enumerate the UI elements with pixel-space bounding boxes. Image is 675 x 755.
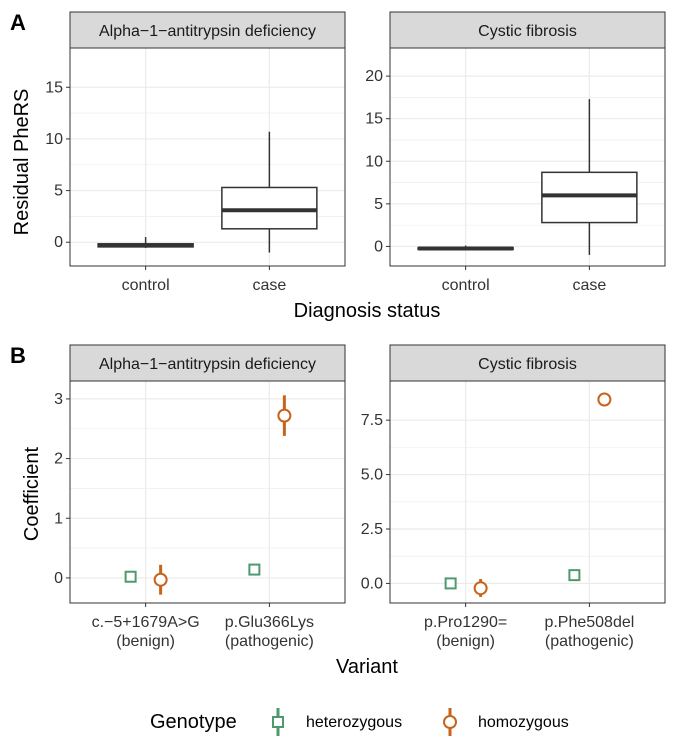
panel-a-y-axis-title: Residual PheRS bbox=[11, 89, 33, 236]
panel-a-facet-2-x-tick-label: control bbox=[442, 277, 490, 294]
panel-a-facet-1-plot-background bbox=[70, 48, 345, 266]
panel-a-facet-2-strip bbox=[389, 11, 666, 49]
panel-b-facet-2-x-tick-label-line2: (benign) bbox=[436, 633, 495, 650]
panel-b-facet-1-y-tick-label: 3 bbox=[54, 391, 63, 408]
panel-b-facet-1-x-tick-label-line1: p.Glu366Lys bbox=[225, 614, 314, 631]
panel-a-facet-1-y-tick-label: 0 bbox=[54, 234, 63, 251]
panel-a-tag: A bbox=[10, 10, 26, 35]
panel-b-facet-1-x-tick-label-line1: c.−5+1679A>G bbox=[92, 614, 200, 631]
panel-b-facet-2-x-tick-label-line1: p.Phe508del bbox=[544, 614, 634, 631]
legend-label-homozygous: homozygous bbox=[478, 714, 569, 731]
panel-b-facet-1-y-tick-label: 1 bbox=[54, 510, 63, 527]
panel-a-x-axis-title: Diagnosis status bbox=[294, 300, 441, 322]
panel-a-facet-2-y-tick-label: 10 bbox=[365, 153, 383, 170]
panel-b-facet-1-point-heterozygous-0 bbox=[124, 570, 137, 583]
panel-b-facet-1-x-tick-label-line2: (benign) bbox=[116, 633, 175, 650]
legend-key-heterozygous-square bbox=[272, 716, 284, 728]
panel-b-facet-alpha1: 0 1 2 3 c.−5+1679A>G (benign) p.Glu366Lys (path… bbox=[54, 344, 346, 650]
panel-b-facet-1-strip bbox=[69, 344, 346, 382]
panel-a-facet-2-x-tick-label: case bbox=[572, 277, 606, 294]
panel-b-y-axis-title: Coefficient bbox=[21, 446, 43, 541]
panel-b-facet-2-y-tick-label: 7.5 bbox=[361, 412, 383, 429]
panel-a-facet-1-strip-label: Alpha−1−antitrypsin deficiency bbox=[99, 23, 316, 40]
panel-a-facet-2-box-case bbox=[541, 171, 638, 224]
panel-a-facet-1-y-tick-label: 5 bbox=[54, 183, 63, 200]
panel-a-facet-1-x-tick-label: case bbox=[252, 277, 286, 294]
legend-key-homozygous bbox=[443, 708, 457, 736]
panel-b-tag: B bbox=[10, 343, 26, 368]
panel-a-facet-1-strip bbox=[69, 11, 346, 49]
legend: Genotype heterozygous homozygous bbox=[150, 708, 569, 736]
panel-b-facet-2-plot-background bbox=[390, 381, 665, 603]
panel-a-facet-2-plot-background bbox=[390, 48, 665, 266]
panel-a-facet-2-y-tick-label: 5 bbox=[374, 196, 383, 213]
panel-b-facet-2-point-heterozygous-1 bbox=[568, 569, 581, 582]
panel-b-facet-2-strip-label: Cystic fibrosis bbox=[478, 356, 577, 373]
panel-b-facet-2-y-tick-label: 0.0 bbox=[361, 575, 383, 592]
panel-b-facet-2-y-tick-label: 5.0 bbox=[361, 467, 383, 484]
panel-b-facet-2-x-tick-label-line1: p.Pro1290= bbox=[424, 614, 507, 631]
panel-b-facet-2-point-homozygous-1 bbox=[597, 392, 612, 407]
panel-a-facet-1-y-tick-label: 15 bbox=[45, 79, 63, 96]
panel-b-facet-cystic: 0.0 2.5 5.0 7.5 p.Pro1290= (benign) p.Phe508de… bbox=[361, 344, 666, 650]
legend-key-homozygous-circle bbox=[443, 715, 457, 729]
panel-b-facet-2-x-tick-label-line2: (pathogenic) bbox=[545, 633, 634, 650]
panel-b-facet-1-plot-background bbox=[70, 381, 345, 603]
panel-a-facet-alpha1: 0 5 10 15 control case Alpha−1−antitrypsin def… bbox=[45, 11, 346, 294]
panel-a-facet-2-y-tick-label: 15 bbox=[365, 111, 383, 128]
panel-b-facet-2-y-tick-label: 2.5 bbox=[361, 521, 383, 538]
panel-b-facet-2-strip bbox=[389, 344, 666, 382]
panel-b-x-axis-title: Variant bbox=[336, 656, 398, 678]
panel-a-facet-2-y-tick-label: 20 bbox=[365, 68, 383, 85]
panel-a-facet-1-y-tick-label: 10 bbox=[45, 131, 63, 148]
panel-b-facet-1-strip-label: Alpha−1−antitrypsin deficiency bbox=[99, 356, 316, 373]
legend-label-heterozygous: heterozygous bbox=[306, 714, 402, 731]
legend-title: Genotype bbox=[150, 711, 237, 733]
panel-b-facet-2-point-homozygous-0 bbox=[473, 581, 488, 596]
panel-b-facet-2-point-heterozygous-0 bbox=[444, 577, 457, 590]
panel-b-facet-1-point-heterozygous-1 bbox=[248, 563, 261, 576]
panel-a-facet-1-box-case bbox=[221, 186, 318, 230]
panel-a-facet-1-x-tick-label: control bbox=[122, 277, 170, 294]
panel-b-facet-1-point-homozygous-1 bbox=[277, 408, 292, 423]
panel-a-facet-2-y-tick-label: 0 bbox=[374, 238, 383, 255]
panel-b-facet-1-y-tick-label: 2 bbox=[54, 451, 63, 468]
panel-b-facet-1-x-tick-label-line2: (pathogenic) bbox=[225, 633, 314, 650]
panel-b-facet-1-point-homozygous-0 bbox=[153, 572, 168, 587]
panel-b-facet-1-y-tick-label: 0 bbox=[54, 570, 63, 587]
panel-a-facet-2-strip-label: Cystic fibrosis bbox=[478, 23, 577, 40]
legend-key-heterozygous bbox=[272, 708, 284, 736]
panel-a-facet-cystic: 0 5 10 15 20 control case Cystic fibrosis bbox=[365, 11, 666, 294]
